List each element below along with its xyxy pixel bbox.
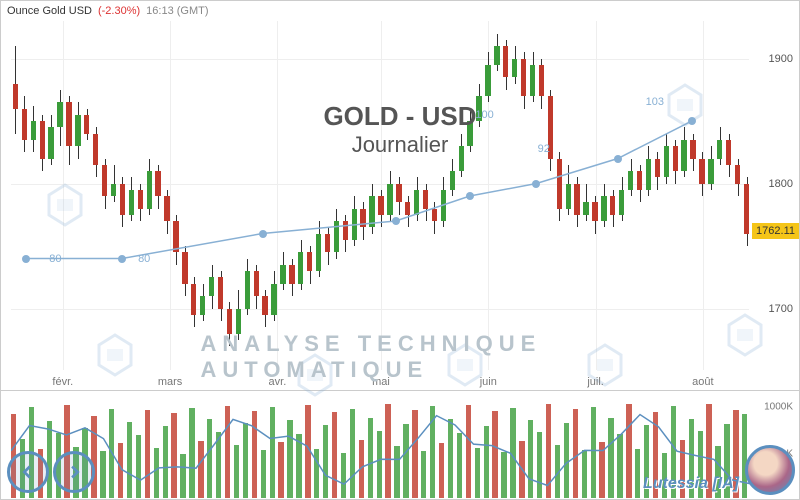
chart-plot: 808010092103 bbox=[11, 21, 749, 370]
nav-back-button[interactable] bbox=[7, 451, 49, 493]
brand-label: Lutessia [IA] bbox=[643, 475, 739, 493]
volume-plot bbox=[11, 393, 749, 498]
avatar[interactable] bbox=[745, 445, 795, 495]
chart-header: Ounce Gold USD (-2.30%) 16:13 (GMT) bbox=[1, 1, 799, 21]
instrument-name: Ounce Gold USD bbox=[7, 5, 92, 17]
nav-controls bbox=[7, 451, 95, 493]
price-change: (-2.30%) bbox=[98, 5, 140, 17]
timestamp: 16:13 (GMT) bbox=[146, 5, 208, 17]
price-chart[interactable]: 808010092103 1700180019001762.11 févr.ma… bbox=[1, 21, 799, 391]
x-axis: févr.marsavr.maijuinjuil.août bbox=[11, 372, 749, 390]
y-axis: 1700180019001762.11 bbox=[749, 21, 799, 370]
nav-forward-button[interactable] bbox=[53, 451, 95, 493]
